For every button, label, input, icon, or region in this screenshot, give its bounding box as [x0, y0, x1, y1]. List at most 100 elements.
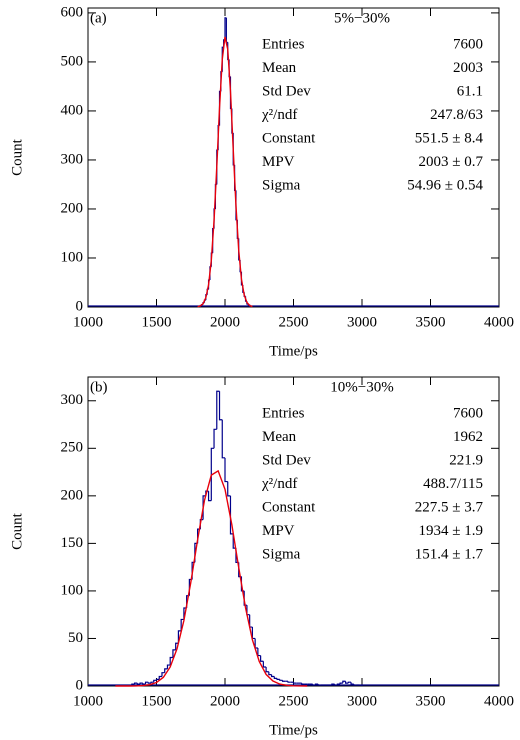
- histogram-bin: [142, 683, 146, 685]
- histogram-bin: [270, 674, 275, 678]
- y-tick-label: 0: [76, 298, 84, 314]
- panel-label: (a): [90, 10, 107, 26]
- x-axis-label: Time/ps: [269, 722, 318, 738]
- histogram-bin: [218, 391, 223, 421]
- histogram-bin: [314, 683, 319, 686]
- histogram-bin: [136, 683, 141, 685]
- stats-label: Constant: [262, 130, 316, 146]
- histogram-bin: [150, 681, 154, 684]
- histogram-bin: [260, 655, 264, 662]
- histogram-bin: [210, 447, 215, 501]
- stats-label: MPV: [262, 523, 295, 539]
- histogram-bin: [166, 664, 171, 669]
- histogram-bin: [224, 457, 228, 483]
- histogram-bin: [155, 678, 160, 681]
- stats-value: 2003 ± 0.7: [419, 154, 484, 170]
- histogram-bin: [153, 679, 157, 683]
- histogram-bin: [339, 682, 343, 685]
- stats-value: 227.5 ± 3.7: [415, 499, 484, 515]
- histogram-bin: [249, 614, 253, 628]
- histogram-bin: [279, 679, 283, 681]
- y-tick-label: 300: [61, 151, 84, 167]
- histogram-bin: [175, 642, 179, 650]
- histogram-bin: [331, 683, 335, 686]
- stats-value: 7600: [453, 405, 483, 421]
- histogram-bin: [158, 675, 162, 680]
- histogram-bin: [257, 647, 261, 657]
- y-tick-label: 200: [61, 487, 84, 503]
- stats-title: 5%−30%: [334, 10, 390, 26]
- y-tick-label: 250: [61, 440, 84, 456]
- y-axis-label: Count: [9, 138, 25, 176]
- stats-label: Entries: [262, 405, 305, 421]
- y-tick-label: 100: [61, 249, 84, 265]
- x-tick-label: 1000: [73, 693, 103, 709]
- stats-label: χ²/ndf: [261, 476, 297, 492]
- x-tick-label: 3500: [416, 314, 446, 330]
- histogram-bin: [336, 683, 341, 686]
- stats-label: Sigma: [262, 546, 301, 562]
- histogram-bin: [347, 681, 352, 684]
- stats-value: 7600: [453, 36, 483, 52]
- histogram-bin: [344, 681, 349, 684]
- y-tick-label: 150: [61, 535, 84, 551]
- x-tick-label: 3000: [347, 693, 377, 709]
- y-tick-label: 300: [61, 392, 84, 408]
- histogram-bin: [180, 618, 184, 631]
- histogram-bin: [342, 680, 346, 684]
- histogram-bin: [169, 656, 173, 666]
- stats-label: Mean: [262, 429, 297, 445]
- histogram-bin: [225, 17, 228, 43]
- stats-label: Mean: [262, 60, 297, 76]
- histogram-bin: [131, 683, 135, 686]
- stats-title: 10%−30%: [330, 379, 393, 395]
- x-tick-label: 4000: [484, 693, 514, 709]
- stats-label: Std Dev: [262, 452, 311, 468]
- x-tick-label: 1000: [73, 314, 103, 330]
- histogram-bin: [229, 495, 234, 535]
- histogram-bin: [273, 676, 278, 679]
- y-tick-label: 500: [61, 53, 84, 69]
- stats-value: 488.7/115: [423, 476, 483, 492]
- x-tick-label: 1500: [142, 314, 172, 330]
- histogram-bin: [350, 682, 354, 685]
- histogram-bin: [227, 481, 231, 497]
- x-tick-label: 2500: [279, 693, 309, 709]
- y-axis-label: Count: [9, 512, 25, 550]
- stats-value: 54.96 ± 0.54: [407, 177, 483, 193]
- stats-label: Sigma: [262, 177, 301, 193]
- fit-curve: [115, 469, 308, 687]
- histogram-bin: [276, 678, 280, 680]
- histogram-bin: [133, 682, 138, 685]
- histogram-bin: [262, 661, 267, 668]
- stats-value: 551.5 ± 8.4: [415, 130, 484, 146]
- stats-value: 61.1: [457, 83, 483, 99]
- stats-value: 247.8/63: [430, 107, 483, 123]
- histogram-bin: [213, 428, 217, 449]
- x-tick-label: 1500: [142, 693, 172, 709]
- histogram-bin: [334, 684, 338, 686]
- histogram-bin: [265, 666, 269, 673]
- stats-label: Std Dev: [262, 83, 311, 99]
- histogram-bin: [177, 630, 182, 644]
- y-tick-label: 0: [76, 677, 84, 693]
- histogram-bin: [359, 684, 363, 686]
- histogram-bin: [268, 671, 272, 676]
- stats-value: 2003: [453, 60, 483, 76]
- histogram-bin: [312, 684, 316, 686]
- x-tick-label: 4000: [484, 314, 514, 330]
- histogram-bin: [301, 683, 305, 685]
- stats-value: 151.4 ± 1.7: [415, 546, 484, 562]
- x-axis-label: Time/ps: [269, 343, 318, 359]
- y-tick-label: 200: [61, 200, 84, 216]
- stats-label: Constant: [262, 499, 316, 515]
- histogram-bin: [164, 668, 168, 673]
- panel-label: (b): [90, 379, 108, 395]
- stats-label: χ²/ndf: [261, 107, 297, 123]
- x-tick-label: 2500: [279, 314, 309, 330]
- histogram-bin: [353, 684, 357, 686]
- histogram-bin: [281, 680, 286, 682]
- fit-curve: [197, 36, 253, 308]
- stats-value: 1934 ± 1.9: [419, 523, 483, 539]
- y-tick-label: 50: [68, 630, 83, 646]
